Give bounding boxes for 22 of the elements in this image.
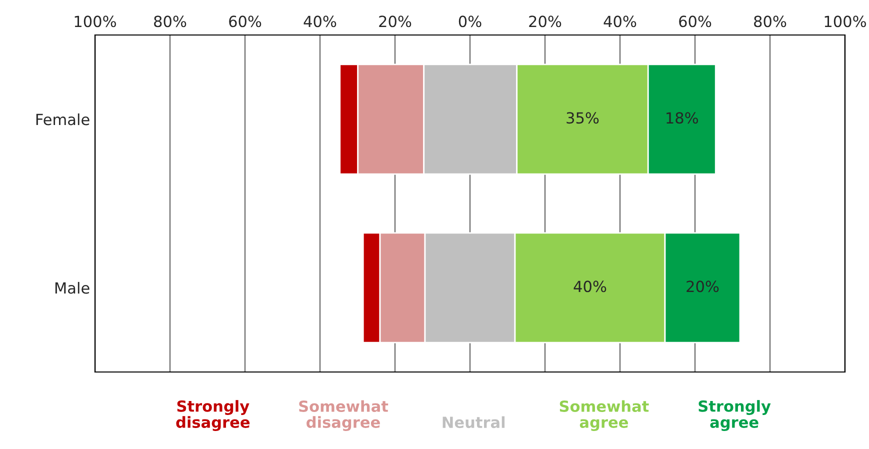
text: Neutral [442,416,505,428]
x-tick-label: 20% [379,16,412,28]
text: Strongly agree [698,400,771,432]
x-tick-label: 60% [229,16,262,28]
x-tick-label: 40% [604,16,636,28]
text: Somewhat agree [560,400,649,432]
y-tick-label: Male [55,282,90,294]
x-tick-label: 80% [754,16,786,28]
x-tick-label: 100% [74,16,116,28]
x-tick-label: 0% [458,16,482,28]
x-tick-label: 40% [304,16,336,28]
data-label: 20% [686,280,719,292]
x-tick-label: 20% [529,16,562,28]
x-tick-label: 60% [679,16,712,28]
text: Strongly disagree [176,400,250,432]
x-tick-label: 100% [824,16,866,28]
data-label: 35% [566,112,599,124]
text: Somewhat disagree [299,400,388,432]
y-tick-label: Female [36,113,90,126]
data-label: 40% [574,280,606,292]
x-tick-label: 80% [154,16,186,28]
data-label: 18% [666,112,698,124]
